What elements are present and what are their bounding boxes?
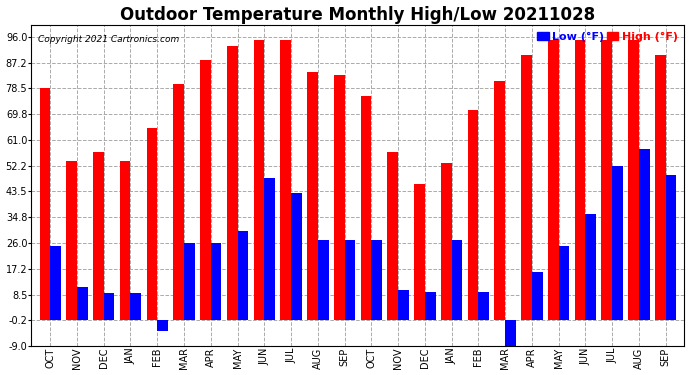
Bar [200,60,210,320]
Bar [280,40,291,320]
Bar [130,293,141,320]
Bar [39,88,50,320]
Bar [655,54,666,320]
Bar [559,246,569,320]
Bar [532,273,542,320]
Bar [639,149,650,320]
Bar [50,246,61,320]
Bar [666,175,676,320]
Bar [93,152,104,320]
Title: Outdoor Temperature Monthly High/Low 20211028: Outdoor Temperature Monthly High/Low 202… [120,6,595,24]
Bar [318,240,328,320]
Text: Copyright 2021 Cartronics.com: Copyright 2021 Cartronics.com [38,35,179,44]
Bar [425,292,435,320]
Bar [254,40,264,320]
Bar [334,75,344,320]
Bar [344,240,355,320]
Bar [120,160,130,320]
Bar [184,243,195,320]
Bar [157,320,168,332]
Bar [629,40,639,320]
Bar [575,40,585,320]
Bar [307,72,318,320]
Bar [227,46,237,320]
Bar [66,160,77,320]
Bar [521,54,532,320]
Bar [495,81,505,320]
Bar [478,292,489,320]
Bar [237,231,248,320]
Bar [361,96,371,320]
Bar [585,213,596,320]
Bar [146,128,157,320]
Bar [371,240,382,320]
Bar [264,178,275,320]
Bar [398,290,408,320]
Bar [173,84,184,320]
Bar [612,166,623,320]
Bar [77,287,88,320]
Bar [104,293,115,320]
Bar [602,40,612,320]
Bar [468,111,478,320]
Bar [291,193,302,320]
Legend: Low (°F), High (°F): Low (°F), High (°F) [536,31,679,43]
Bar [452,240,462,320]
Bar [210,243,221,320]
Bar [414,184,425,320]
Bar [548,40,559,320]
Bar [441,164,452,320]
Bar [387,152,398,320]
Bar [505,320,516,346]
